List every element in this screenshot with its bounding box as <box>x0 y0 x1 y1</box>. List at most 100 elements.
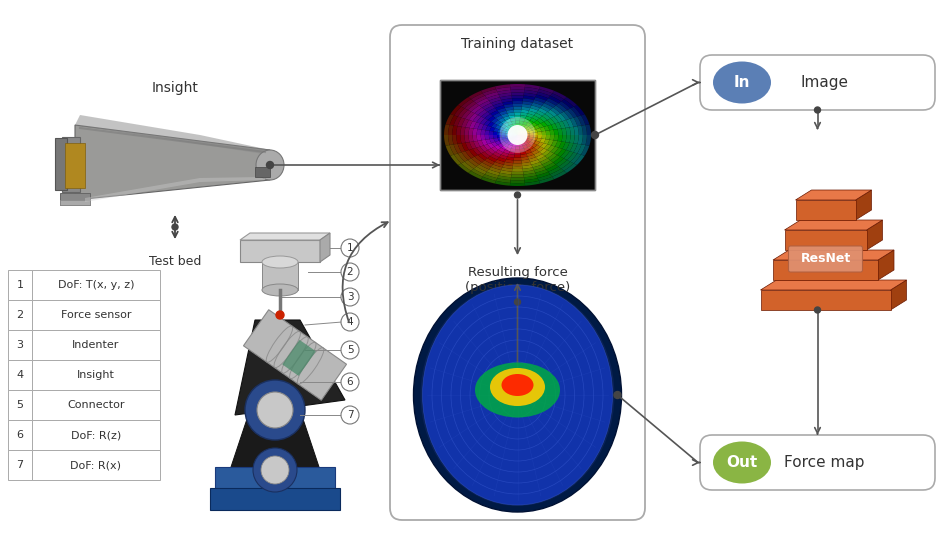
Polygon shape <box>501 124 506 128</box>
Polygon shape <box>469 141 477 149</box>
Polygon shape <box>471 169 484 177</box>
Polygon shape <box>504 140 509 144</box>
Polygon shape <box>466 112 475 120</box>
Polygon shape <box>495 84 510 89</box>
Polygon shape <box>462 119 469 128</box>
Polygon shape <box>507 122 512 125</box>
Polygon shape <box>487 122 494 127</box>
Polygon shape <box>538 89 552 96</box>
Text: 4: 4 <box>347 317 353 327</box>
Text: ResNet: ResNet <box>800 251 850 265</box>
Polygon shape <box>547 110 557 117</box>
Polygon shape <box>574 155 584 165</box>
Polygon shape <box>493 162 504 167</box>
Polygon shape <box>534 125 540 129</box>
Polygon shape <box>452 125 458 135</box>
Circle shape <box>341 313 359 331</box>
Text: Connector: Connector <box>67 400 124 410</box>
Polygon shape <box>481 152 490 158</box>
Polygon shape <box>454 107 465 117</box>
Polygon shape <box>522 124 525 128</box>
Polygon shape <box>515 152 521 155</box>
Polygon shape <box>503 139 507 142</box>
Polygon shape <box>491 118 499 123</box>
Circle shape <box>614 392 621 399</box>
Polygon shape <box>507 129 512 131</box>
Polygon shape <box>509 128 513 131</box>
Polygon shape <box>514 140 517 144</box>
Polygon shape <box>497 135 502 138</box>
Polygon shape <box>505 119 511 123</box>
Polygon shape <box>475 155 484 162</box>
Polygon shape <box>552 171 567 179</box>
Polygon shape <box>444 135 449 146</box>
Polygon shape <box>522 134 525 135</box>
Polygon shape <box>502 113 508 118</box>
Polygon shape <box>520 116 526 119</box>
Polygon shape <box>527 120 534 124</box>
Polygon shape <box>480 145 487 152</box>
Polygon shape <box>472 135 478 141</box>
Polygon shape <box>527 111 536 116</box>
Polygon shape <box>491 100 503 106</box>
Polygon shape <box>565 135 571 142</box>
Polygon shape <box>487 156 497 162</box>
Polygon shape <box>469 149 478 157</box>
Polygon shape <box>511 177 524 180</box>
Polygon shape <box>484 172 499 178</box>
Polygon shape <box>514 133 518 135</box>
Polygon shape <box>454 153 465 163</box>
Polygon shape <box>524 84 541 89</box>
Polygon shape <box>230 410 320 470</box>
Polygon shape <box>511 131 515 133</box>
Ellipse shape <box>713 62 771 103</box>
Polygon shape <box>525 140 531 144</box>
Polygon shape <box>518 132 519 135</box>
Polygon shape <box>550 169 564 177</box>
Polygon shape <box>521 131 524 133</box>
Polygon shape <box>446 145 454 156</box>
Text: Resulting force
(position, force): Resulting force (position, force) <box>465 266 570 294</box>
Ellipse shape <box>490 368 545 406</box>
Polygon shape <box>523 93 537 97</box>
Polygon shape <box>482 125 487 130</box>
Polygon shape <box>510 136 514 139</box>
Bar <box>8 330 32 360</box>
Polygon shape <box>559 141 565 149</box>
Polygon shape <box>518 135 520 138</box>
Polygon shape <box>448 125 453 135</box>
Polygon shape <box>516 133 518 135</box>
Polygon shape <box>497 157 506 162</box>
Polygon shape <box>499 126 504 130</box>
Polygon shape <box>509 135 514 136</box>
Bar <box>32 390 160 420</box>
Polygon shape <box>515 121 520 124</box>
Polygon shape <box>484 130 489 135</box>
Polygon shape <box>498 122 504 127</box>
Circle shape <box>257 392 293 428</box>
Polygon shape <box>519 143 522 146</box>
Polygon shape <box>525 135 530 137</box>
Polygon shape <box>567 152 578 162</box>
Polygon shape <box>534 145 541 150</box>
Polygon shape <box>565 128 571 135</box>
Polygon shape <box>499 147 505 152</box>
Polygon shape <box>491 142 498 147</box>
Polygon shape <box>574 117 581 126</box>
Polygon shape <box>521 109 529 113</box>
Polygon shape <box>578 135 583 145</box>
Circle shape <box>172 224 178 230</box>
Polygon shape <box>773 250 894 260</box>
Polygon shape <box>449 145 458 155</box>
Bar <box>32 300 160 330</box>
Polygon shape <box>521 112 527 116</box>
Polygon shape <box>522 98 534 103</box>
Polygon shape <box>511 121 516 124</box>
Polygon shape <box>561 135 566 142</box>
Polygon shape <box>511 127 515 130</box>
Polygon shape <box>462 99 474 108</box>
Polygon shape <box>524 138 529 140</box>
Polygon shape <box>504 162 513 166</box>
Polygon shape <box>511 174 523 178</box>
Polygon shape <box>514 109 522 112</box>
